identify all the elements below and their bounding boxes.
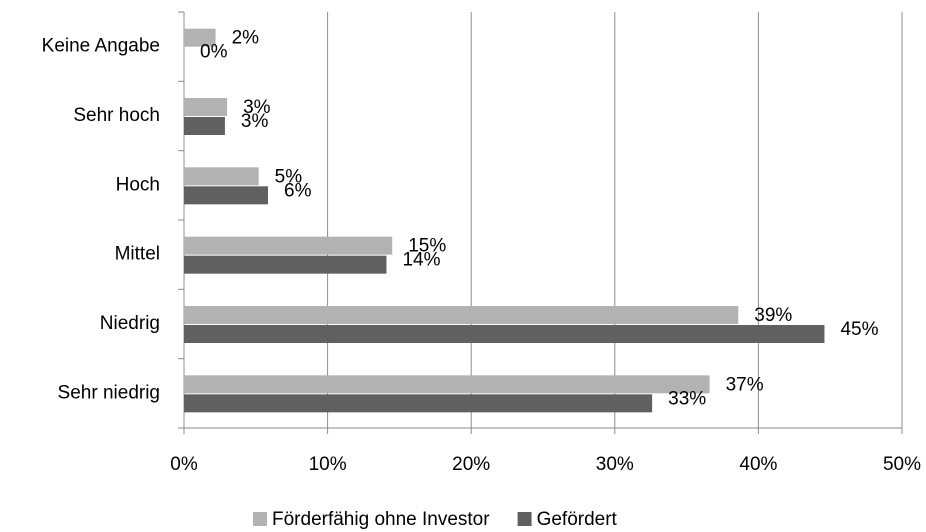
legend-swatch — [517, 512, 532, 526]
value-label: 45% — [840, 319, 878, 340]
value-label: 33% — [668, 388, 706, 409]
value-label: 5% — [275, 166, 303, 187]
value-label: 0% — [200, 42, 228, 63]
legend-label: Gefördert — [537, 509, 618, 530]
y-tick-label: Sehr hoch — [73, 105, 160, 126]
value-label: 14% — [402, 250, 440, 271]
bar — [184, 236, 393, 255]
value-label: 15% — [408, 236, 446, 257]
bar — [184, 394, 653, 413]
value-label: 2% — [232, 28, 260, 49]
y-tick-label: Sehr niedrig — [58, 382, 160, 403]
bar — [184, 186, 269, 205]
bar — [184, 167, 259, 186]
value-label: 3% — [243, 97, 271, 118]
x-tick-label: 0% — [170, 454, 198, 475]
x-tick-label: 30% — [596, 454, 634, 475]
value-label: 39% — [754, 305, 792, 326]
bar — [184, 306, 739, 324]
bar — [184, 255, 387, 274]
x-tick-label: 40% — [739, 454, 777, 475]
bar — [184, 117, 225, 135]
value-label: 6% — [284, 180, 312, 201]
bar — [184, 375, 710, 394]
y-tick-label: Mittel — [115, 244, 160, 265]
value-label: 3% — [241, 111, 269, 132]
y-tick-label: Hoch — [116, 174, 160, 195]
x-tick-label: 20% — [452, 454, 490, 475]
x-tick-label: 50% — [883, 454, 921, 475]
y-tick-label: Niedrig — [100, 313, 160, 334]
x-tick-label: 10% — [309, 454, 347, 475]
bar — [184, 98, 228, 116]
legend-swatch — [253, 512, 267, 526]
bar — [184, 28, 216, 47]
legend-label: Förderfähig ohne Investor — [272, 509, 490, 530]
bar — [184, 325, 825, 343]
y-tick-label: Keine Angabe — [42, 36, 160, 57]
value-label: 37% — [726, 374, 764, 395]
